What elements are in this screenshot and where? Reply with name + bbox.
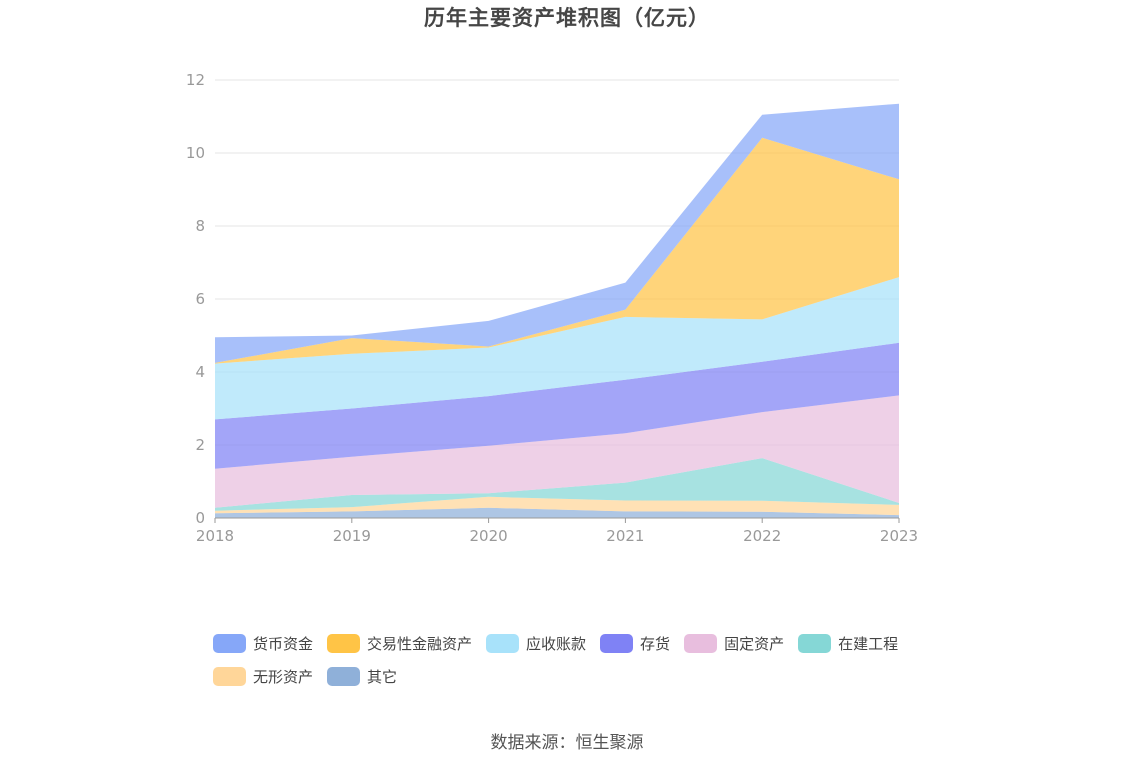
x-tick-label: 2020 — [470, 527, 508, 545]
legend-label-fixed-assets: 固定资产 — [724, 634, 785, 653]
legend-swatch-fixed-assets — [684, 633, 718, 653]
legend-item-intangible-assets[interactable]: 无形资产 — [213, 666, 313, 687]
data-source: 数据来源：恒生聚源 — [490, 733, 644, 753]
area-series-3 — [215, 395, 899, 508]
legend-swatch-receivables — [486, 633, 520, 653]
y-tick-label: 8 — [195, 217, 205, 235]
legend-swatch-intangible-assets — [213, 666, 246, 686]
y-tick-label: 12 — [186, 71, 205, 89]
y-tick-label: 10 — [186, 144, 205, 162]
legend-swatch-inventory — [600, 633, 634, 653]
legend-swatch-other — [327, 666, 361, 686]
chart-legend: 货币资金 交易性金融资产 应收账款 存货 固定资产 在建工程 无形资产 — [213, 630, 933, 696]
x-tick-label: 2021 — [606, 527, 644, 545]
legend-row-1: 货币资金 交易性金融资产 应收账款 存货 固定资产 在建工程 — [213, 630, 933, 656]
legend-label-inventory: 存货 — [640, 634, 671, 653]
area-series-1 — [215, 496, 899, 516]
stacked-area-chart: 0 2 4 6 8 10 12 2018 2019 2020 2021 2022 2023 — [186, 71, 918, 545]
legend-row-2: 无形资产 其它 — [213, 663, 933, 689]
legend-swatch-cash — [213, 633, 246, 653]
area-series-2 — [215, 458, 899, 511]
area-series-5 — [215, 277, 899, 420]
x-tick-label: 2018 — [196, 527, 234, 545]
legend-swatch-construction-in-progress — [798, 633, 832, 653]
y-tick-label: 0 — [195, 509, 205, 527]
legend-item-trading-financial-assets[interactable]: 交易性金融资产 — [327, 633, 472, 654]
x-tick-label: 2022 — [743, 527, 781, 545]
legend-item-other[interactable]: 其它 — [327, 666, 397, 687]
legend-item-cash[interactable]: 货币资金 — [213, 633, 313, 654]
legend-swatch-trading-financial-assets — [327, 633, 361, 653]
legend-item-fixed-assets[interactable]: 固定资产 — [684, 633, 784, 654]
legend-label-receivables: 应收账款 — [526, 634, 587, 653]
legend-item-construction-in-progress[interactable]: 在建工程 — [798, 633, 898, 654]
y-tick-label: 2 — [195, 436, 205, 454]
area-series-0 — [215, 507, 899, 518]
legend-label-trading-financial-assets: 交易性金融资产 — [367, 634, 473, 653]
y-tick-label: 4 — [195, 363, 205, 381]
x-tick-label: 2023 — [880, 527, 918, 545]
chart-title: 历年主要资产堆积图（亿元） — [424, 6, 710, 30]
area-series-6 — [215, 137, 899, 364]
legend-label-other: 其它 — [367, 667, 398, 686]
area-series-4 — [215, 342, 899, 469]
legend-item-inventory[interactable]: 存货 — [600, 633, 670, 654]
legend-label-intangible-assets: 无形资产 — [253, 667, 314, 686]
x-tick-label: 2019 — [333, 527, 371, 545]
legend-label-cash: 货币资金 — [253, 634, 314, 653]
y-tick-label: 6 — [195, 290, 205, 308]
legend-item-receivables[interactable]: 应收账款 — [486, 633, 586, 654]
legend-label-construction-in-progress: 在建工程 — [838, 634, 899, 653]
area-series-7 — [215, 103, 899, 363]
